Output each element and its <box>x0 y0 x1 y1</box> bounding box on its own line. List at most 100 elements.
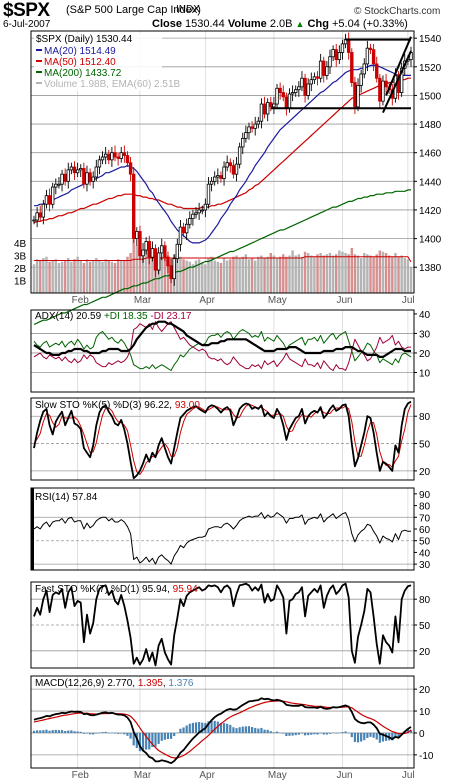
volume-axis-label: 4B <box>14 239 27 250</box>
volume-bar <box>204 264 207 293</box>
price-legend-item: MA(200) 1433.72 <box>44 68 122 79</box>
macd-histogram-bar <box>341 732 344 733</box>
candle-body <box>206 183 211 205</box>
ma20-line <box>34 64 411 244</box>
volume-bar <box>328 253 332 293</box>
fast-sto-panel-axis-tick-label: 20 <box>419 647 431 658</box>
candle-body <box>85 172 89 185</box>
macd-histogram-bar <box>107 732 110 734</box>
volume-bar <box>182 259 185 293</box>
candle-body <box>141 249 145 257</box>
candle-body <box>303 77 307 96</box>
volume-bar <box>166 255 170 293</box>
chart-header: $SPX (S&P 500 Large Cap Index) INDX 6-Ju… <box>0 0 460 31</box>
macd-histogram-bar <box>42 730 45 733</box>
volume-bar <box>70 261 73 293</box>
macd-histogram-bar <box>322 732 325 735</box>
candle-body <box>396 74 401 93</box>
ma50-line <box>33 77 411 224</box>
volume-bar <box>381 251 385 293</box>
price-axis-tick-label: 1500 <box>419 91 442 102</box>
volume-bar <box>384 253 388 293</box>
volume-bar <box>113 263 117 293</box>
price-legend-item: MA(50) 1512.40 <box>44 57 116 68</box>
month-label: Jun <box>336 295 352 306</box>
candle-body <box>306 83 310 96</box>
macd-histogram-bar <box>310 732 313 735</box>
candle-body <box>356 85 360 108</box>
candle-body <box>100 156 105 161</box>
volume-bar <box>241 256 244 293</box>
volume-bar <box>39 260 42 293</box>
bottom-month-label: Apr <box>199 770 215 781</box>
macd-histogram-bar <box>67 730 70 733</box>
macd-histogram-bar <box>350 732 353 738</box>
volume-bar <box>291 250 294 293</box>
volume-bar <box>88 261 92 293</box>
candle-body <box>222 166 226 179</box>
macd-histogram-bar <box>344 731 347 733</box>
candle-body <box>191 213 195 219</box>
volume-bar <box>104 259 107 293</box>
volume-bar <box>353 254 357 293</box>
macd-histogram-bar <box>173 732 176 737</box>
change-value: +5.04 (+0.33%) <box>331 18 408 30</box>
close-label: Close <box>152 18 182 30</box>
volume-bar <box>51 260 54 293</box>
volume-bar <box>229 259 232 293</box>
candle-body <box>135 231 139 239</box>
volume-bar <box>391 256 394 293</box>
candle-body <box>250 126 254 129</box>
candle-body <box>318 60 323 79</box>
fast-sto-d-legend: 95.94 <box>173 584 198 595</box>
candle-body <box>346 39 351 53</box>
volume-bar <box>35 259 39 293</box>
volume-bar <box>73 259 76 293</box>
candle-body <box>47 195 52 205</box>
macd-histogram-bar <box>325 732 328 735</box>
macd-histogram-bar <box>366 732 369 738</box>
volume-bar <box>338 250 341 293</box>
volume-bar <box>123 260 126 293</box>
macd-histogram-bar <box>126 732 129 736</box>
volume-bar <box>120 260 123 293</box>
fast-sto-panel-axis-tick-label: 80 <box>419 595 431 606</box>
macd-histogram-bar <box>406 729 409 733</box>
slow-sto-k-line <box>33 400 412 480</box>
candle-body <box>178 226 183 245</box>
adx-panel-axis-tick-label: 40 <box>419 310 431 321</box>
macd-histogram-bar <box>313 732 316 735</box>
macd-histogram-bar <box>222 723 226 733</box>
candle-body <box>247 126 251 134</box>
candle-body <box>125 155 130 164</box>
volume-bar <box>91 260 95 293</box>
candle-body <box>156 252 161 271</box>
volume-bar <box>141 251 145 293</box>
minus-di-line <box>33 321 411 371</box>
macd-panel-axis-tick-label: 0 <box>419 729 425 740</box>
macd-histogram-bar <box>238 727 241 733</box>
volume-bar <box>310 255 313 293</box>
macd-histogram-bar <box>60 730 64 733</box>
candle-body <box>228 162 232 166</box>
volume-bar <box>101 261 104 293</box>
slow-sto-panel-axis-tick-label: 80 <box>419 412 431 423</box>
candle-body <box>219 175 223 179</box>
macd-histogram-bar <box>36 730 39 733</box>
candle-body <box>97 159 102 168</box>
volume-value: 2.0B <box>269 18 293 30</box>
macd-histogram-bar <box>32 730 36 733</box>
symbol: $SPX <box>3 0 50 21</box>
price-legend-bg <box>34 33 162 91</box>
candle-body <box>284 96 289 109</box>
volume-bar <box>207 258 210 293</box>
candle-body <box>340 43 345 53</box>
volume-bar <box>319 253 322 293</box>
macd-histogram-bar <box>151 732 154 747</box>
candle-body <box>312 76 317 81</box>
candle-body <box>381 80 385 102</box>
macd-histogram-bar <box>297 732 300 735</box>
macd-histogram-bar <box>98 732 101 734</box>
change-arrow-icon: ▲ <box>295 19 305 29</box>
